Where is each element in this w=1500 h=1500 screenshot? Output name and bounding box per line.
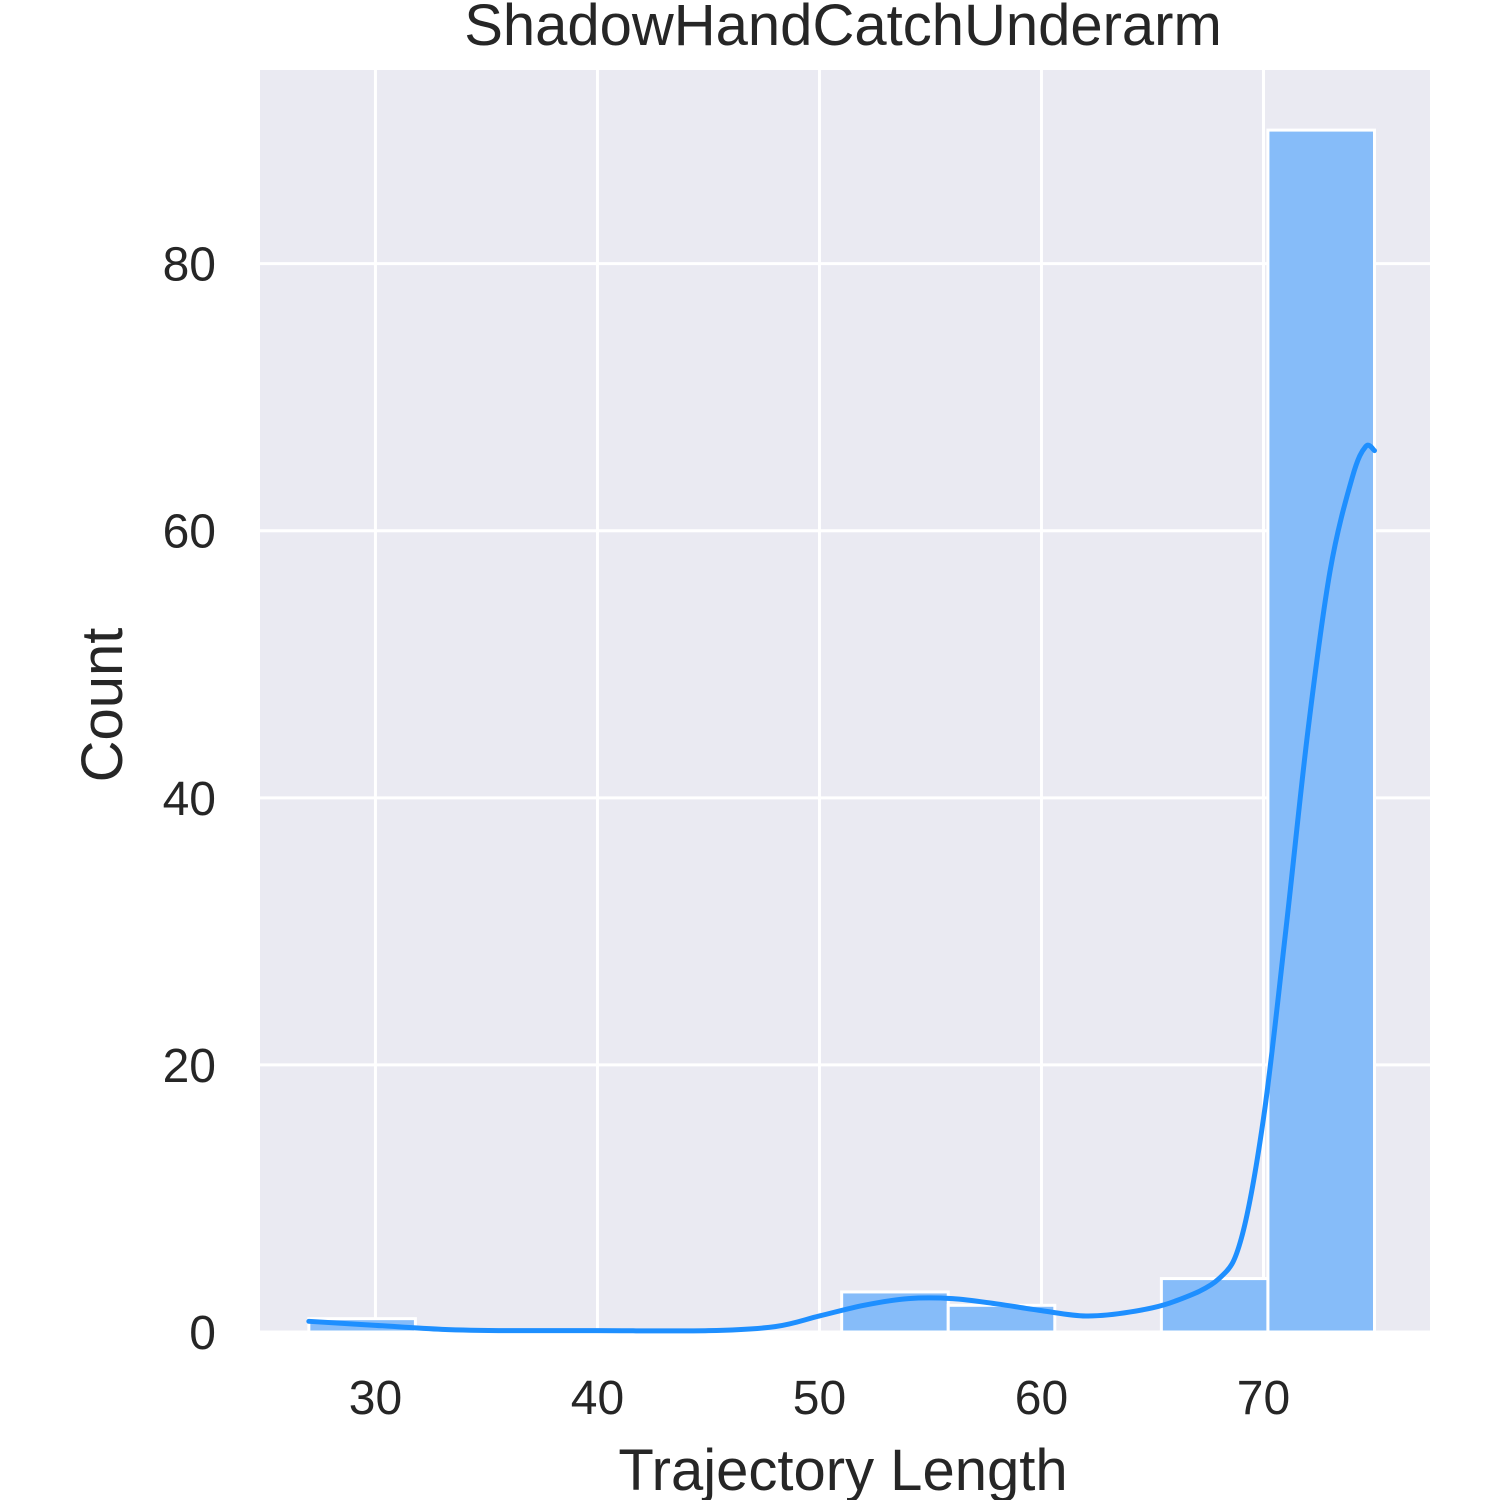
x-tick-label: 60 bbox=[1015, 1372, 1068, 1425]
plot-area bbox=[260, 70, 1430, 1332]
histogram-bar bbox=[1159, 1277, 1270, 1334]
kde-curve bbox=[306, 442, 1377, 1334]
y-axis-label: Count bbox=[70, 628, 135, 783]
y-tick-labels: 0 20 40 60 80 bbox=[163, 239, 216, 1360]
x-tick-label: 40 bbox=[571, 1372, 624, 1425]
histogram-bars bbox=[307, 128, 1376, 1334]
y-tick-label: 60 bbox=[163, 506, 216, 559]
x-tick-label: 70 bbox=[1237, 1372, 1290, 1425]
chart-title: ShadowHandCatchUnderarm bbox=[464, 0, 1222, 58]
x-tick-labels: 30 40 50 60 70 bbox=[349, 1372, 1290, 1425]
y-tick-label: 0 bbox=[189, 1307, 216, 1360]
x-tick-label: 50 bbox=[793, 1372, 846, 1425]
histogram-bar bbox=[1266, 128, 1376, 1334]
x-tick-label: 30 bbox=[349, 1372, 402, 1425]
y-tick-label: 80 bbox=[163, 239, 216, 292]
y-tick-label: 40 bbox=[163, 773, 216, 826]
x-axis-label: Trajectory Length bbox=[618, 1438, 1067, 1500]
y-tick-label: 20 bbox=[163, 1040, 216, 1093]
